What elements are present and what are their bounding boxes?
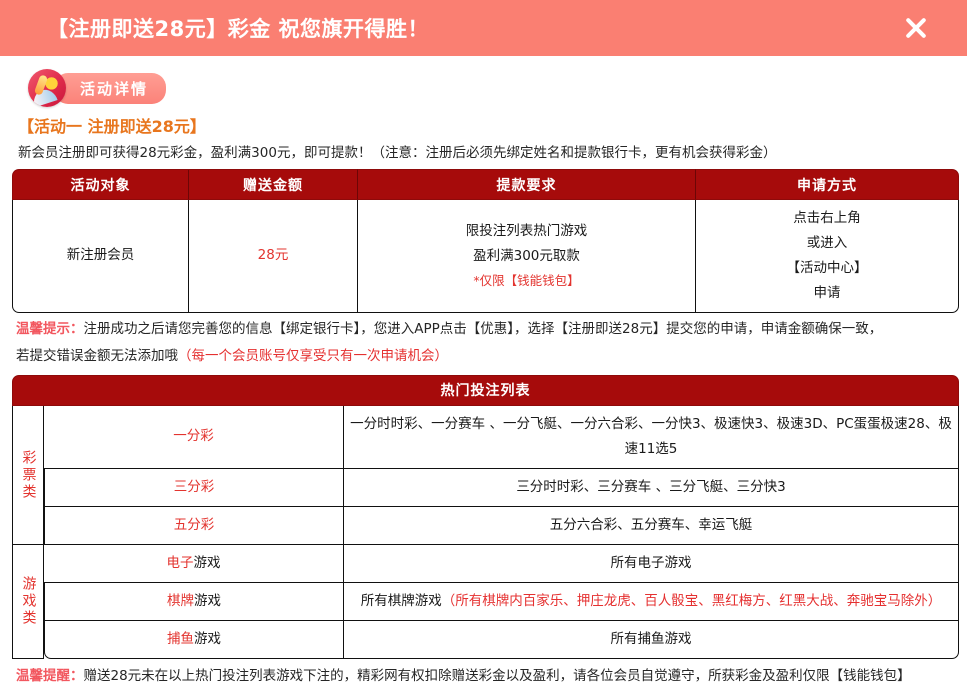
footer-note-text: 赠送28元未在以上热门投注列表游戏下注的，精彩网有权扣除赠送彩金以及盈利，请各位…	[84, 668, 911, 684]
offer-header-amount: 赠送金额	[189, 169, 358, 200]
category-name: 捕鱼游戏	[44, 621, 344, 659]
tips-label: 温馨提示：	[16, 321, 84, 337]
offer-table-header-row: 活动对象 赠送金额 提款要求 申请方式	[12, 169, 959, 200]
withdraw-note: *仅限【钱能钱包】	[362, 269, 691, 292]
offer-header-withdraw: 提款要求	[358, 169, 696, 200]
table-row: 棋牌游戏 所有棋牌游戏（所有棋牌内百家乐、押庄龙虎、百人骰宝、黑红梅方、红黑大战…	[12, 583, 959, 621]
category-name: 棋牌游戏	[44, 583, 344, 621]
offer-table-wrap: 活动对象 赠送金额 提款要求 申请方式 新注册会员 28元 限投注列表热门游戏 …	[10, 169, 957, 313]
apply-line-1: 点击右上角	[700, 206, 954, 231]
content-area: 活动详情 【活动一 注册即送28元】 新会员注册即可获得28元彩金，盈利满300…	[0, 71, 967, 686]
category-desc: 所有电子游戏	[344, 545, 959, 583]
tips-paragraph-line2: 若提交错误金额无法添加哦（每一个会员账号仅享受只有一次申请机会）	[16, 346, 957, 367]
apply-line-4: 申请	[700, 281, 954, 306]
apply-line-3: 【活动中心】	[700, 256, 954, 281]
offer-header-apply: 申请方式	[696, 169, 959, 200]
table-row: 游戏类 电子游戏 所有电子游戏	[12, 545, 959, 583]
section-title: 【活动一 注册即送28元】	[18, 113, 957, 137]
tips-line-2-black: 若提交错误金额无法添加哦	[16, 348, 178, 364]
category-desc: 三分时时彩、三分赛车 、三分飞艇、三分快3	[344, 469, 959, 507]
offer-cell-target: 新注册会员	[12, 200, 189, 313]
close-icon[interactable]	[901, 13, 931, 43]
table-row: 新注册会员 28元 限投注列表热门游戏 盈利满300元取款 *仅限【钱能钱包】 …	[12, 200, 959, 313]
withdraw-line-1: 限投注列表热门游戏	[362, 219, 691, 244]
table-row: 五分彩 五分六合彩、五分赛车、幸运飞艇	[12, 507, 959, 545]
activity-logo-icon	[28, 69, 66, 107]
offer-table: 活动对象 赠送金额 提款要求 申请方式 新注册会员 28元 限投注列表热门游戏 …	[12, 169, 959, 313]
category-name: 三分彩	[44, 469, 344, 507]
offer-cell-amount: 28元	[189, 200, 358, 313]
footer-note: 温馨提醒：赠送28元未在以上热门投注列表游戏下注的，精彩网有权扣除赠送彩金以及盈…	[16, 666, 957, 686]
banner-title: 【注册即送28元】彩金 祝您旗开得胜！	[47, 13, 429, 43]
category-desc: 所有捕鱼游戏	[344, 621, 959, 659]
withdraw-line-2: 盈利满300元取款	[362, 244, 691, 269]
category-name: 五分彩	[44, 507, 344, 545]
tips-line-1: 注册成功之后请您完善您的信息【绑定银行卡】，您进入APP点击【优惠】，选择【注册…	[84, 321, 883, 337]
category-desc: 所有棋牌游戏（所有棋牌内百家乐、押庄龙虎、百人骰宝、黑红梅方、红黑大战、奔驰宝马…	[344, 583, 959, 621]
category-desc: 一分时时彩、一分赛车 、一分飞艇、一分六合彩、一分快3、极速快3、极速3D、PC…	[344, 406, 959, 469]
footer-note-label: 温馨提醒：	[16, 668, 84, 684]
tips-line-2-red: （每一个会员账号仅享受只有一次申请机会）	[178, 348, 448, 364]
hot-bet-list-table: 热门投注列表 彩票类 一分彩 一分时时彩、一分赛车 、一分飞艇、一分六合彩、一分…	[12, 375, 959, 659]
tips-paragraph: 温馨提示：注册成功之后请您完善您的信息【绑定银行卡】，您进入APP点击【优惠】，…	[16, 319, 957, 340]
apply-line-2: 或进入	[700, 231, 954, 256]
activity-badge-label: 活动详情	[54, 73, 166, 104]
offer-cell-apply: 点击右上角 或进入 【活动中心】 申请	[696, 200, 959, 313]
top-banner: 【注册即送28元】彩金 祝您旗开得胜！	[0, 0, 967, 56]
table-row: 三分彩 三分时时彩、三分赛车 、三分飞艇、三分快3	[12, 469, 959, 507]
category-desc: 五分六合彩、五分赛车、幸运飞艇	[344, 507, 959, 545]
table-row: 捕鱼游戏 所有捕鱼游戏	[12, 621, 959, 659]
offer-header-target: 活动对象	[12, 169, 189, 200]
activity-badge: 活动详情	[28, 71, 957, 105]
hot-table-title: 热门投注列表	[12, 375, 959, 406]
table-row: 彩票类 一分彩 一分时时彩、一分赛车 、一分飞艇、一分六合彩、一分快3、极速快3…	[12, 406, 959, 469]
category-name: 电子游戏	[44, 545, 344, 583]
hot-table-wrap: 热门投注列表 彩票类 一分彩 一分时时彩、一分赛车 、一分飞艇、一分六合彩、一分…	[10, 375, 957, 659]
category-name: 一分彩	[44, 406, 344, 469]
section-intro: 新会员注册即可获得28元彩金，盈利满300元，即可提款！（注意：注册后必须先绑定…	[18, 141, 957, 161]
offer-cell-withdraw: 限投注列表热门游戏 盈利满300元取款 *仅限【钱能钱包】	[358, 200, 696, 313]
group-label-lottery: 彩票类	[12, 406, 44, 545]
hot-table-header-row: 热门投注列表	[12, 375, 959, 406]
